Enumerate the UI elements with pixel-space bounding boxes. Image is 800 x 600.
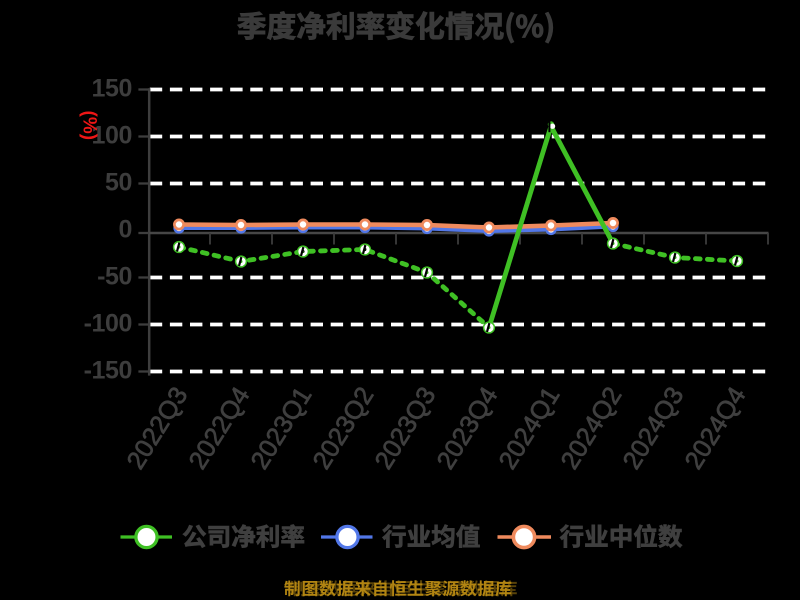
- svg-text:150: 150: [91, 74, 132, 102]
- svg-text:50: 50: [105, 168, 132, 196]
- svg-text:(%): (%): [79, 111, 100, 141]
- svg-text:-100: -100: [84, 309, 132, 337]
- svg-text:0: 0: [118, 215, 132, 243]
- svg-text:-150: -150: [84, 356, 132, 384]
- svg-text:-50: -50: [97, 262, 132, 290]
- svg-text:100: 100: [91, 121, 132, 149]
